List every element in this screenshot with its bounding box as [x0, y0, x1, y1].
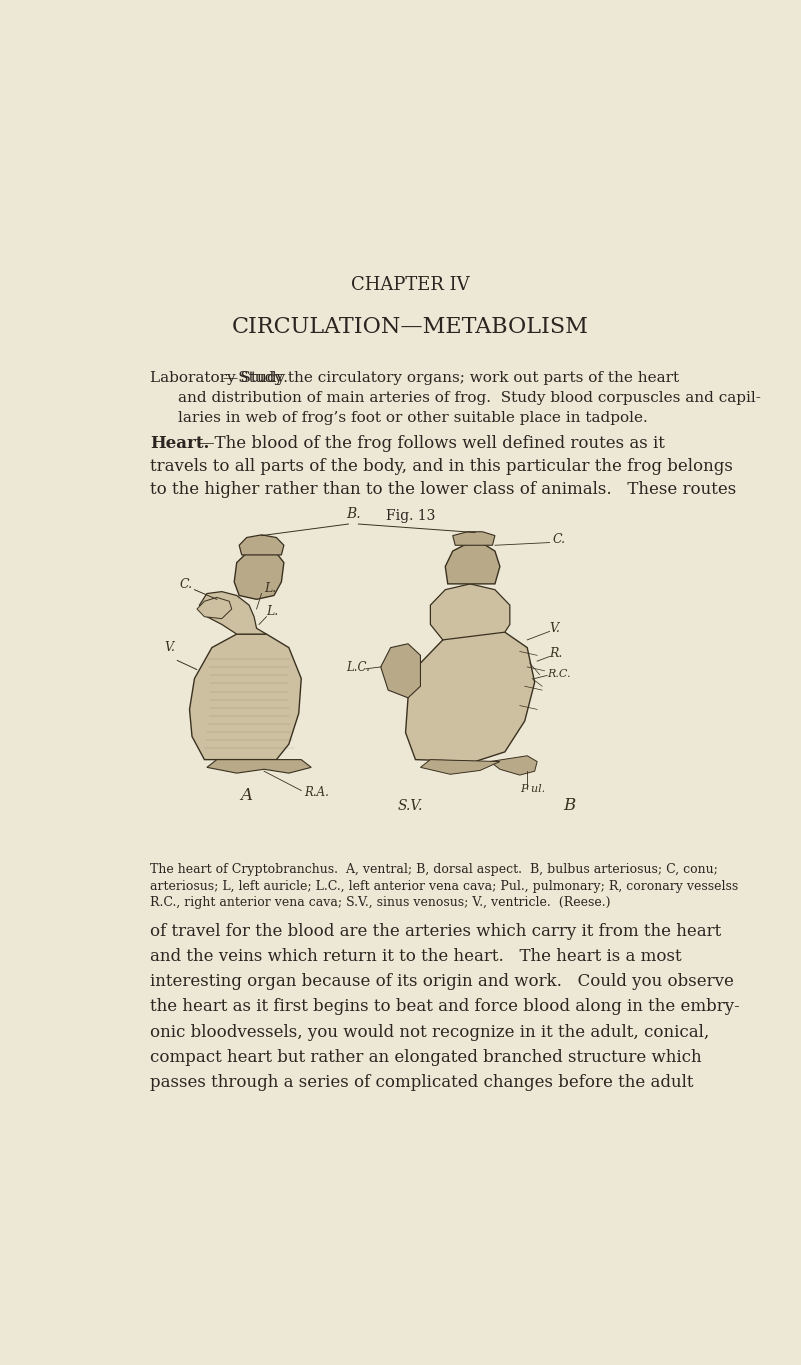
Text: CIRCULATION—METABOLISM: CIRCULATION—METABOLISM	[232, 315, 589, 337]
Text: the heart as it first begins to beat and force blood along in the embry-: the heart as it first begins to beat and…	[150, 998, 739, 1016]
Text: to the higher rather than to the lower class of animals.   These routes: to the higher rather than to the lower c…	[150, 482, 736, 498]
Text: arteriosus; L, left auricle; L.C., left anterior vena cava; Pul., pulmonary; R, : arteriosus; L, left auricle; L.C., left …	[150, 879, 738, 893]
Text: travels to all parts of the body, and in this particular the frog belongs: travels to all parts of the body, and in…	[150, 459, 733, 475]
Text: Heart.: Heart.	[150, 435, 209, 452]
Text: —The blood of the frog follows well defined routes as it: —The blood of the frog follows well defi…	[198, 435, 665, 452]
Text: passes through a series of complicated changes before the adult: passes through a series of complicated c…	[150, 1074, 694, 1091]
Text: Laboratory Study.: Laboratory Study.	[150, 371, 288, 385]
Text: and distribution of main arteries of frog.  Study blood corpuscles and capil-: and distribution of main arteries of fro…	[178, 390, 761, 405]
Text: R.C., right anterior vena cava; S.V., sinus venosus; V., ventricle.  (Reese.): R.C., right anterior vena cava; S.V., si…	[150, 897, 610, 909]
Text: laries in web of frog’s foot or other suitable place in tadpole.: laries in web of frog’s foot or other su…	[178, 411, 647, 425]
Text: compact heart but rather an elongated branched structure which: compact heart but rather an elongated br…	[150, 1048, 702, 1066]
Text: interesting organ because of its origin and work.   Could you observe: interesting organ because of its origin …	[150, 973, 734, 990]
Text: —Study the circulatory organs; work out parts of the heart: —Study the circulatory organs; work out …	[223, 371, 679, 385]
Text: of travel for the blood are the arteries which carry it from the heart: of travel for the blood are the arteries…	[150, 923, 721, 939]
Text: and the veins which return it to the heart.   The heart is a most: and the veins which return it to the hea…	[150, 947, 682, 965]
Text: CHAPTER IV: CHAPTER IV	[351, 276, 470, 293]
Text: Fig. 13: Fig. 13	[386, 509, 435, 523]
Text: The heart of Cryptobranchus.  A, ventral; B, dorsal aspect.  B, bulbus arteriosu: The heart of Cryptobranchus. A, ventral;…	[150, 863, 718, 876]
Text: onic bloodvessels, you would not recognize in it the adult, conical,: onic bloodvessels, you would not recogni…	[150, 1024, 709, 1040]
